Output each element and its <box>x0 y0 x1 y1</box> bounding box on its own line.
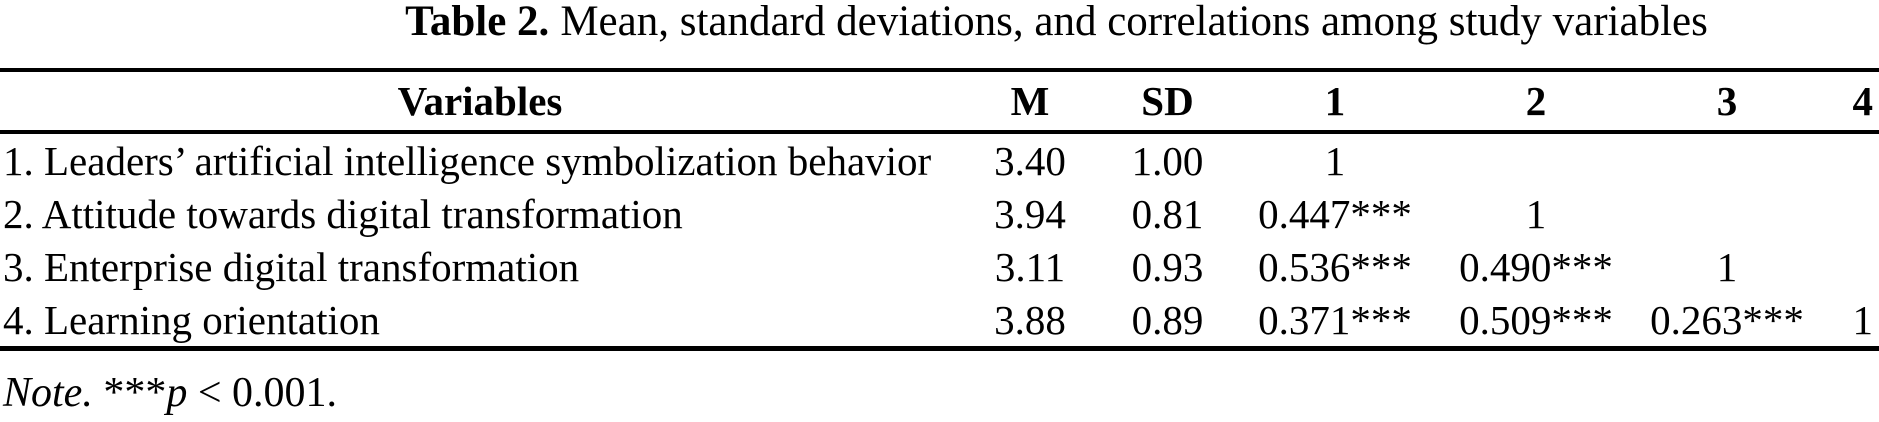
note-significance: ***p < 0.001. <box>103 370 337 416</box>
cell-variable: 3. Enterprise digital transformation <box>3 243 580 290</box>
cell-mean: 3.40 <box>994 137 1066 184</box>
cell-corr-3: 0.263*** <box>1650 296 1804 343</box>
header-corr-4: 4 <box>1852 78 1874 124</box>
cell-variable: 4. Learning orientation <box>3 296 380 343</box>
cell-corr-3: 1 <box>1716 243 1738 290</box>
header-row: Variables M SD 1 2 3 4 <box>0 70 1879 132</box>
table-row: 2. Attitude towards digital transformati… <box>0 187 1879 240</box>
cell-sd: 0.89 <box>1131 296 1204 343</box>
cell-corr-1: 1 <box>1324 137 1346 184</box>
header-sd: SD <box>1141 78 1194 124</box>
header-variables: Variables <box>397 78 563 124</box>
note-p-symbol: p <box>166 370 188 416</box>
cell-corr-4 <box>1817 240 1879 293</box>
cell-corr-1: 0.371*** <box>1258 296 1412 343</box>
cell-corr-2: 0.509*** <box>1459 296 1613 343</box>
note-threshold: < 0.001. <box>187 370 338 416</box>
table-caption-number: Table 2. <box>405 0 550 45</box>
header-corr-2: 2 <box>1525 78 1547 124</box>
header-mean: M <box>1010 78 1050 124</box>
cell-corr-2: 0.490*** <box>1459 243 1613 290</box>
cell-mean: 3.94 <box>994 190 1066 237</box>
correlation-table: Variables M SD 1 2 3 4 1. Leaders’ artif… <box>0 68 1879 351</box>
header-corr-1: 1 <box>1324 78 1346 124</box>
table-caption: Table 2. Mean, standard deviations, and c… <box>117 0 1879 48</box>
cell-corr-4 <box>1817 132 1879 187</box>
cell-sd: 1.00 <box>1131 137 1204 184</box>
cell-mean: 3.88 <box>994 296 1066 343</box>
cell-sd: 0.93 <box>1131 243 1204 290</box>
cell-corr-1: 0.536*** <box>1258 243 1412 290</box>
cell-mean: 3.11 <box>994 243 1066 290</box>
cell-variable: 1. Leaders’ artificial intelligence symb… <box>3 137 932 184</box>
table-caption-text: Mean, standard deviations, and correlati… <box>560 0 1708 45</box>
cell-corr-2 <box>1435 132 1637 187</box>
cell-corr-4: 1 <box>1852 296 1874 343</box>
header-corr-3: 3 <box>1716 78 1738 124</box>
table-note: Note. ***p < 0.001. <box>3 368 337 418</box>
cell-corr-1: 0.447*** <box>1258 190 1412 237</box>
cell-corr-3 <box>1637 187 1817 240</box>
cell-corr-3 <box>1637 132 1817 187</box>
table-row: 4. Learning orientation 3.88 0.89 0.371*… <box>0 293 1879 349</box>
cell-variable: 2. Attitude towards digital transformati… <box>3 190 683 237</box>
table-row: 3. Enterprise digital transformation 3.1… <box>0 240 1879 293</box>
table-row: 1. Leaders’ artificial intelligence symb… <box>0 132 1879 187</box>
note-label: Note. <box>3 370 93 416</box>
cell-corr-4 <box>1817 187 1879 240</box>
cell-sd: 0.81 <box>1131 190 1204 237</box>
note-stars: *** <box>103 370 167 416</box>
cell-corr-2: 1 <box>1525 190 1547 237</box>
